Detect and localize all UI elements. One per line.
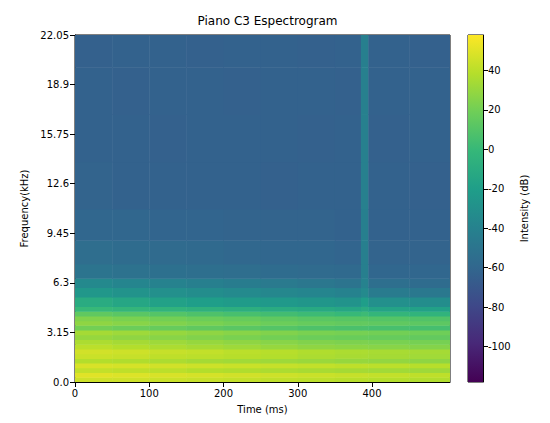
svg-text:400: 400: [362, 388, 381, 399]
svg-text:3.15: 3.15: [47, 327, 69, 338]
svg-text:Piano C3 Espectrogram: Piano C3 Espectrogram: [198, 14, 338, 28]
svg-text:-100: -100: [488, 341, 511, 352]
svg-text:0: 0: [72, 388, 78, 399]
svg-text:40: 40: [488, 65, 501, 76]
svg-text:12.6: 12.6: [47, 178, 69, 189]
svg-text:200: 200: [214, 388, 233, 399]
svg-text:6.3: 6.3: [53, 277, 69, 288]
svg-text:20: 20: [488, 104, 501, 115]
svg-text:-80: -80: [488, 302, 504, 313]
svg-text:18.9: 18.9: [47, 79, 69, 90]
svg-text:0: 0: [488, 144, 494, 155]
svg-text:300: 300: [288, 388, 307, 399]
svg-text:Intensity (dB): Intensity (dB): [519, 175, 530, 243]
svg-text:-40: -40: [488, 223, 504, 234]
svg-text:-20: -20: [488, 183, 504, 194]
svg-text:22.05: 22.05: [40, 30, 69, 41]
svg-text:Frequency(kHz): Frequency(kHz): [19, 169, 30, 247]
svg-text:0.0: 0.0: [53, 377, 69, 388]
svg-text:100: 100: [140, 388, 159, 399]
svg-text:-60: -60: [488, 262, 504, 273]
svg-text:9.45: 9.45: [47, 228, 69, 239]
svg-text:15.75: 15.75: [40, 129, 69, 140]
svg-text:Time (ms): Time (ms): [236, 404, 288, 415]
